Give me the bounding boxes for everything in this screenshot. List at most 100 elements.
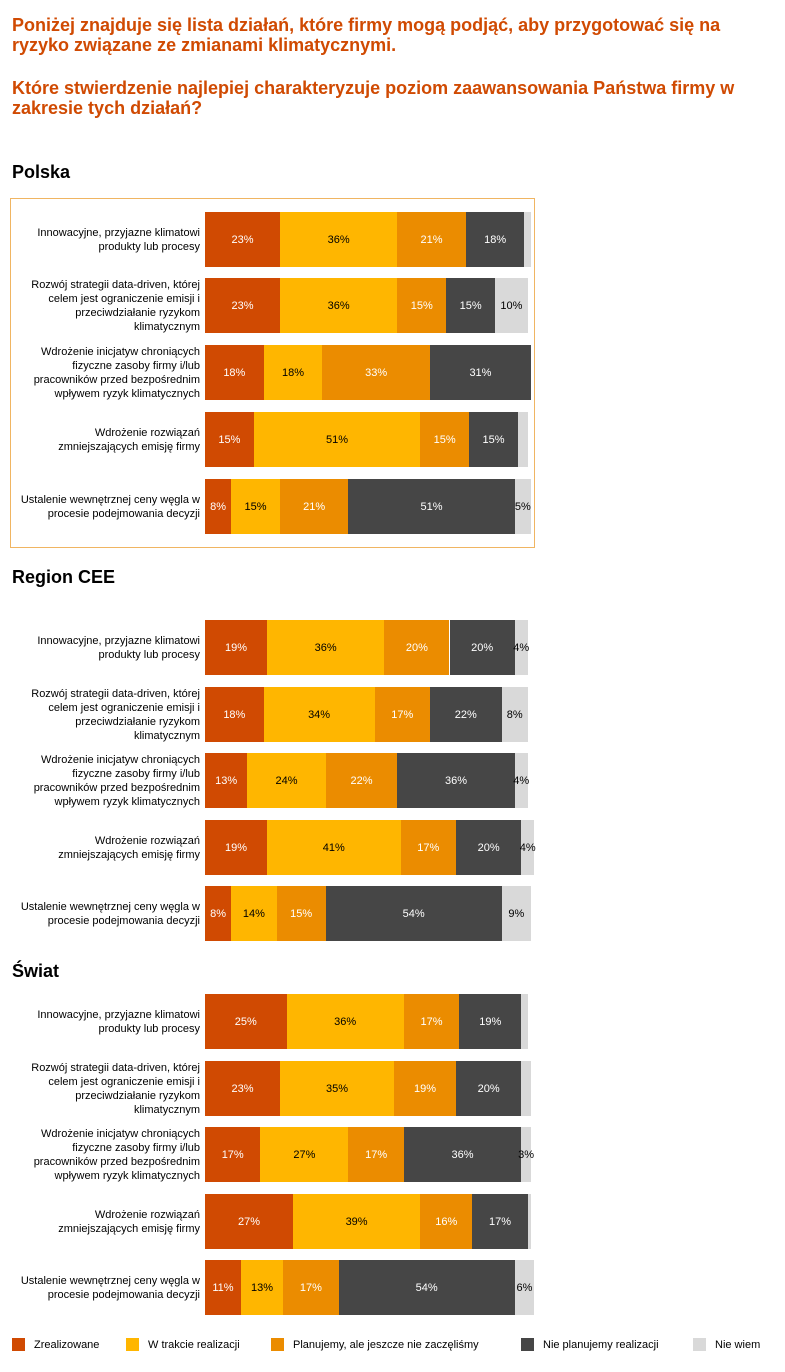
bar-segment: 5% (514, 479, 531, 534)
category-label: Ustalenie wewnętrznej ceny węgla w proce… (20, 493, 200, 520)
bar-segment: 19% (459, 994, 522, 1049)
stacked-bar: 23% 36% 21% 18% (205, 212, 531, 267)
category-label: Innowacyjne, przyjazne klimatowi produkt… (37, 1008, 200, 1035)
bar-segment: 9% (501, 886, 531, 941)
bar-segment: 17% (283, 1260, 339, 1315)
bar-segment: 34% (263, 687, 375, 742)
bar-segment: 31% (429, 345, 531, 400)
bar-segment: 51% (348, 479, 515, 534)
bar-segment: 8% (501, 687, 528, 742)
bar-segment: 18% (205, 687, 264, 742)
bar-segment (521, 1061, 531, 1116)
bar-segment: 23% (205, 1061, 280, 1116)
bar-segment: 39% (293, 1194, 421, 1249)
bar-segment (521, 994, 528, 1049)
bar-segment: 17% (348, 1127, 404, 1182)
bar-segment: 4% (520, 820, 536, 875)
bar-segment: 19% (205, 820, 267, 875)
stacked-bar: 23% 36% 15% 15% 10% (205, 278, 531, 333)
legend-label: Zrealizowane (34, 1338, 100, 1351)
bar-segment: 16% (420, 1194, 473, 1249)
bar-segment: 17% (403, 994, 460, 1049)
bar-segment: 21% (397, 212, 466, 267)
bar-segment: 15% (446, 278, 496, 333)
bar-segment: 18% (465, 212, 525, 267)
stacked-bar: 11% 13% 17% 54% 6% (205, 1260, 535, 1315)
bar-segment: 13% (205, 753, 248, 808)
section-title: Polska (12, 162, 71, 182)
bar-segment: 36% (279, 278, 398, 333)
stacked-bar: 19% 41% 17% 20% 4% (205, 820, 536, 875)
bar-segment: 20% (449, 620, 515, 675)
bar-segment: 36% (403, 1127, 522, 1182)
bar-segment: 15% (231, 479, 280, 534)
bar-segment: 23% (205, 212, 280, 267)
bar-segment: 36% (266, 620, 385, 675)
bar-segment: 36% (286, 994, 404, 1049)
polska-chart-frame (10, 198, 535, 548)
category-label: Wdrożenie inicjatyw chroniących fizyczne… (33, 345, 200, 400)
category-label: Wdrożenie inicjatyw chroniących fizyczne… (33, 1127, 200, 1182)
bar-segment: 4% (513, 753, 529, 808)
bar-segment: 6% (514, 1260, 535, 1315)
stacked-bar: 18% 34% 17% 22% 8% (205, 687, 531, 742)
legend-swatch (12, 1338, 25, 1351)
bar-segment: 8% (205, 886, 232, 941)
legend-label: Planujemy, ale jeszcze nie zaczęliśmy (293, 1338, 479, 1351)
stacked-bar: 15% 51% 15% 15% (205, 412, 531, 467)
bar-segment (527, 1194, 531, 1249)
legend-item: W trakcie realizacji (126, 1338, 240, 1351)
legend-item: Zrealizowane (12, 1338, 99, 1351)
bar-segment: 27% (205, 1194, 294, 1249)
category-label: Wdrożenie rozwiązań zmniejszających emis… (58, 834, 200, 861)
bar-segment: 27% (260, 1127, 349, 1182)
bar-segment: 23% (205, 278, 280, 333)
bar-segment (524, 212, 531, 267)
bar-segment: 36% (279, 212, 398, 267)
bar-segment: 54% (325, 886, 502, 941)
stacked-bar: 27% 39% 16% 17% (205, 1194, 531, 1249)
bar-segment: 15% (420, 412, 470, 467)
section-title: Region CEE (12, 567, 116, 587)
category-label: Innowacyjne, przyjazne klimatowi produkt… (37, 226, 200, 253)
bar-segment: 17% (374, 687, 430, 742)
question-intro: Poniżej znajduje się lista działań, któr… (12, 15, 721, 55)
category-label: Wdrożenie rozwiązań zmniejszających emis… (58, 1208, 200, 1235)
bar-segment: 17% (400, 820, 456, 875)
category-label: Rozwój strategii data-driven, której cel… (31, 1061, 200, 1116)
legend-label: Nie planujemy realizacji (543, 1338, 659, 1351)
stacked-bar: 8% 15% 21% 51% 5% (205, 479, 531, 534)
stacked-bar: 23% 35% 19% 20% (205, 1061, 531, 1116)
bar-segment: 10% (495, 278, 528, 333)
legend-item: Planujemy, ale jeszcze nie zaczęliśmy (271, 1338, 479, 1351)
bar-segment: 11% (205, 1260, 241, 1315)
bar-segment: 36% (397, 753, 515, 808)
bar-segment: 20% (456, 820, 522, 875)
bar-segment: 8% (205, 479, 232, 534)
bar-segment: 54% (338, 1260, 515, 1315)
category-label: Wdrożenie rozwiązań zmniejszających emis… (58, 426, 200, 453)
bar-segment: 4% (513, 620, 529, 675)
bar-segment: 21% (279, 479, 349, 534)
category-label: Innowacyjne, przyjazne klimatowi produkt… (37, 634, 200, 661)
bar-segment: 15% (469, 412, 518, 467)
bar-segment: 13% (240, 1260, 284, 1315)
bar-segment (517, 412, 528, 467)
bar-segment: 15% (276, 886, 326, 941)
stacked-bar: 17% 27% 17% 36% 3% (205, 1127, 534, 1182)
bar-segment: 22% (325, 753, 398, 808)
category-label: Ustalenie wewnętrznej ceny węgla w proce… (20, 1274, 200, 1301)
question-prompt: Które stwierdzenie najlepiej charakteryz… (12, 78, 735, 118)
bar-segment: 35% (279, 1061, 395, 1116)
section-title: Świat (12, 961, 60, 981)
bar-segment: 24% (247, 753, 326, 808)
legend-swatch (521, 1338, 534, 1351)
legend-label: W trakcie realizacji (148, 1338, 240, 1351)
bar-segment: 20% (456, 1061, 522, 1116)
bar-segment: 20% (384, 620, 450, 675)
category-label: Ustalenie wewnętrznej ceny węgla w proce… (20, 900, 200, 927)
legend: Zrealizowane W trakcie realizacji Planuj… (12, 1338, 782, 1354)
stacked-bar: 25% 36% 17% 19% (205, 994, 531, 1049)
category-label: Rozwój strategii data-driven, której cel… (31, 687, 200, 742)
category-label: Rozwój strategii data-driven, której cel… (31, 278, 200, 333)
